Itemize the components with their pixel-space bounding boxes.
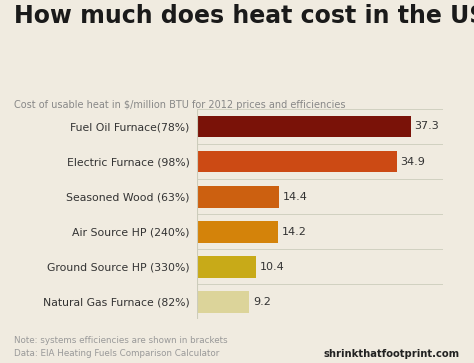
Text: 37.3: 37.3	[414, 122, 439, 131]
Text: 14.2: 14.2	[282, 227, 306, 237]
Text: shrinkthatfootprint.com: shrinkthatfootprint.com	[324, 349, 460, 359]
Text: 34.9: 34.9	[400, 156, 425, 167]
Bar	[197, 256, 256, 278]
Text: Data: EIA Heating Fuels Comparison Calculator: Data: EIA Heating Fuels Comparison Calcu…	[14, 349, 219, 358]
Text: 10.4: 10.4	[260, 262, 284, 272]
Bar	[197, 221, 278, 242]
Bar	[197, 186, 279, 208]
Bar	[197, 291, 249, 313]
Text: Cost of usable heat in $/million BTU for 2012 prices and efficiencies: Cost of usable heat in $/million BTU for…	[14, 100, 346, 110]
Text: 14.4: 14.4	[283, 192, 308, 201]
Text: Note: systems efficiencies are shown in brackets: Note: systems efficiencies are shown in …	[14, 336, 228, 345]
Bar	[197, 151, 397, 172]
Text: 9.2: 9.2	[253, 297, 271, 307]
Bar	[197, 115, 410, 137]
Text: How much does heat cost in the US?: How much does heat cost in the US?	[14, 4, 474, 28]
